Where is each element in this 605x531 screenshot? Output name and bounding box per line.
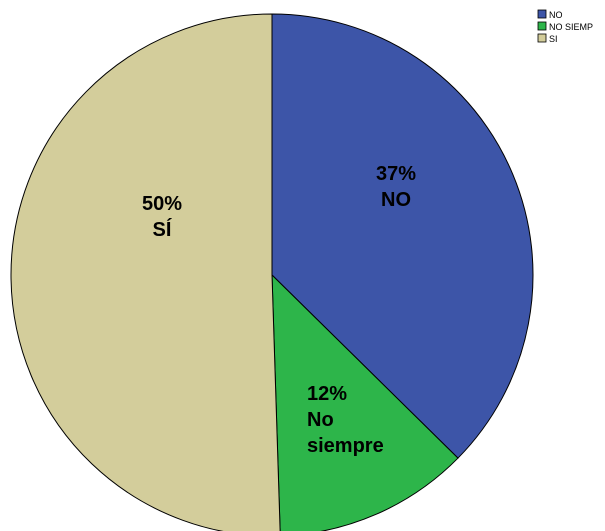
legend-swatch-no-siemp [537, 21, 547, 31]
pie-slice-si [10, 13, 281, 531]
legend-label-si: SI [549, 34, 558, 44]
legend-label-no: NO [549, 10, 563, 20]
slice-label-no-siemp: 12% No siempre [307, 383, 384, 457]
slice-label-si: 50% SÍ [142, 193, 182, 241]
legend-swatch-no [537, 9, 547, 19]
slice-label-no: 37% NO [376, 163, 416, 211]
legend-swatch-si [537, 33, 547, 43]
slice-label-line: siempre [307, 435, 384, 457]
slice-label-line: 12% [307, 383, 347, 405]
slice-label-line: NO [381, 189, 411, 211]
slice-label-line: 37% [376, 163, 416, 185]
pie-slice-no [271, 13, 534, 459]
legend-label-no-siemp: NO SIEMP [549, 22, 593, 32]
pie-slice-no-siemp [271, 273, 459, 531]
slice-label-line: 50% [142, 193, 182, 215]
slice-label-line: No [307, 409, 334, 431]
slice-label-line: SÍ [153, 218, 172, 241]
